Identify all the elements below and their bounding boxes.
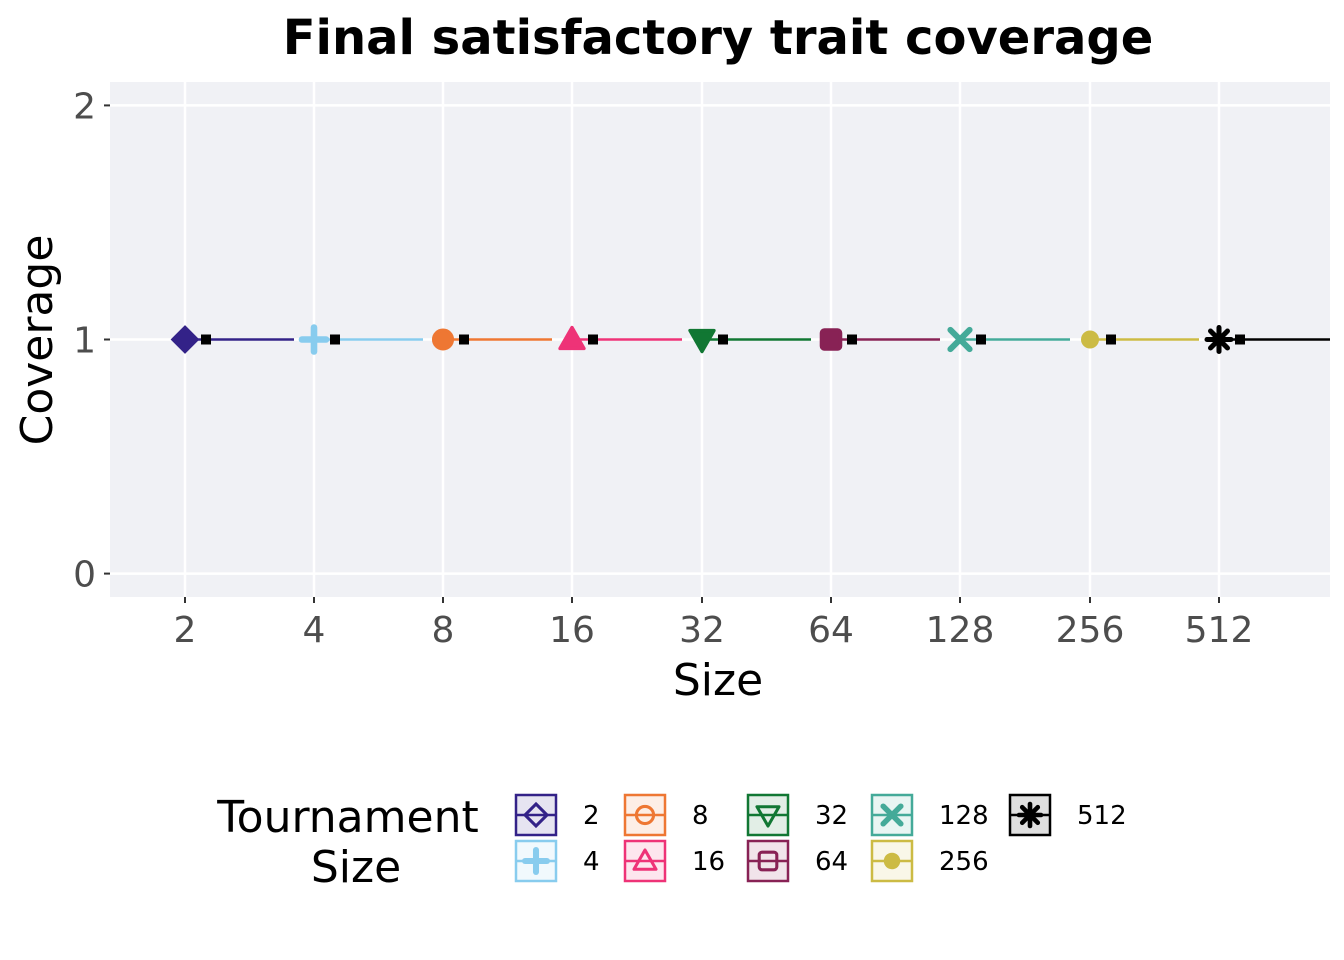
legend-key-256 (870, 839, 914, 883)
x-tick-label: 4 (303, 610, 326, 651)
legend-label: 256 (939, 847, 989, 877)
legend-title-line1: Tournament (216, 792, 478, 843)
legend-marker-128 (880, 803, 904, 827)
legend-key-64 (746, 839, 790, 883)
legend-marker-256 (883, 852, 901, 870)
legend-label: 2 (583, 801, 600, 831)
data-point-128 (947, 326, 973, 353)
legend-marker-16 (632, 848, 658, 871)
legend-key-8 (623, 793, 667, 837)
legend-title-line2: Size (311, 842, 401, 893)
data-point-64 (819, 328, 843, 351)
mean-marker-256 (1106, 334, 1116, 345)
data-point-4 (298, 324, 330, 355)
series-layer (170, 324, 1330, 355)
y-axis: 0 1 2 (73, 86, 110, 596)
y-axis-label: Coverage (12, 235, 63, 446)
legend: Tournament Size 2 4 8 16 32 64 128 256 512 (216, 792, 1126, 893)
mean-marker-2 (201, 334, 211, 345)
x-tick-label: 64 (808, 610, 854, 651)
legend-marker-64 (757, 850, 779, 872)
data-point-32 (688, 328, 716, 354)
legend-key-2 (514, 793, 558, 837)
mean-marker-4 (330, 334, 340, 345)
data-point-256 (1081, 330, 1099, 349)
y-tick-label: 2 (73, 86, 96, 127)
data-point-8 (431, 328, 455, 351)
legend-marker-8 (634, 804, 656, 826)
x-tick-label: 128 (926, 610, 995, 651)
data-point-2 (170, 325, 200, 354)
y-tick-label: 0 (73, 555, 96, 596)
x-axis-label: Size (673, 655, 763, 706)
legend-marker-512 (1016, 801, 1044, 829)
legend-label: 64 (815, 847, 848, 877)
legend-key-4 (514, 839, 558, 883)
mean-marker-16 (588, 334, 598, 345)
legend-key-32 (746, 793, 790, 837)
data-point-512 (1204, 324, 1234, 355)
x-tick-label: 8 (432, 610, 455, 651)
mean-marker-512 (1235, 334, 1245, 345)
x-tick-label: 2 (174, 610, 197, 651)
legend-label: 4 (583, 847, 600, 877)
legend-label: 32 (815, 801, 848, 831)
legend-key-128 (870, 793, 914, 837)
legend-key-512 (1008, 793, 1052, 837)
y-tick-label: 1 (73, 321, 96, 362)
legend-label: 128 (939, 801, 989, 831)
data-point-16 (558, 325, 586, 351)
legend-key-16 (623, 839, 667, 883)
mean-marker-128 (976, 334, 986, 345)
x-tick-label: 32 (679, 610, 725, 651)
legend-marker-32 (755, 805, 781, 828)
legend-label: 512 (1077, 801, 1127, 831)
legend-label: 16 (692, 847, 725, 877)
mean-marker-32 (718, 334, 728, 345)
x-tick-label: 512 (1185, 610, 1254, 651)
x-axis: 2 4 8 16 32 64 128 256 512 (174, 597, 1254, 651)
x-tick-label: 16 (549, 610, 595, 651)
legend-label: 8 (692, 801, 709, 831)
mean-marker-8 (459, 334, 469, 345)
legend-marker-2 (522, 801, 550, 829)
legend-marker-4 (521, 846, 551, 876)
chart-title: Final satisfactory trait coverage (283, 10, 1154, 66)
mean-marker-64 (847, 334, 857, 345)
x-tick-label: 256 (1056, 610, 1125, 651)
